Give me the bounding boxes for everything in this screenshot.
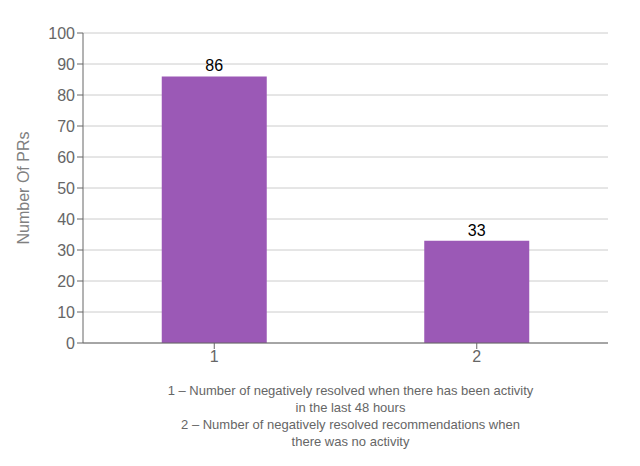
html-text:1 – Number of negatively resol: 1 – Number of negatively resolved when t… bbox=[167, 383, 534, 398]
svg-text:2: 2 bbox=[472, 348, 481, 365]
svg-text:90: 90 bbox=[57, 56, 75, 73]
svg-text:100: 100 bbox=[48, 25, 75, 42]
html-text:in the last 48 hours: in the last 48 hours bbox=[295, 400, 406, 415]
svg-text:20: 20 bbox=[57, 273, 75, 290]
svg-text:70: 70 bbox=[57, 118, 75, 135]
svg-text:10: 10 bbox=[57, 304, 75, 321]
svg-text:50: 50 bbox=[57, 180, 75, 197]
html-text:2 – Number of negatively resol: 2 – Number of negatively resolved recomm… bbox=[181, 417, 520, 432]
svg-text:40: 40 bbox=[57, 211, 75, 228]
svg-text:33: 33 bbox=[468, 222, 486, 239]
svg-text:86: 86 bbox=[205, 57, 223, 74]
svg-text:0: 0 bbox=[66, 335, 75, 352]
svg-text:30: 30 bbox=[57, 242, 75, 259]
svg-text:1: 1 bbox=[210, 348, 219, 365]
svg-text:Number Of PRs: Number Of PRs bbox=[15, 132, 32, 245]
svg-text:60: 60 bbox=[57, 149, 75, 166]
svg-text:80: 80 bbox=[57, 87, 75, 104]
html-text:there was no activity: there was no activity bbox=[291, 434, 410, 449]
